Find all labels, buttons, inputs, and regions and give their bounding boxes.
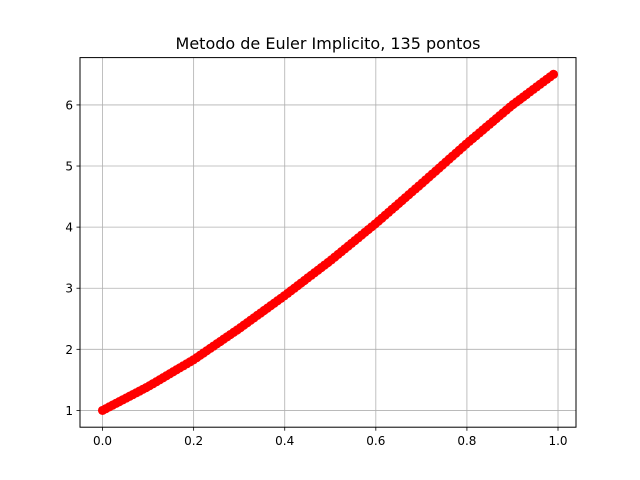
data-points <box>97 69 559 416</box>
y-tick-label: 6 <box>65 98 73 112</box>
y-axis: 1 2 3 4 5 6 <box>65 98 80 418</box>
y-tick-label: 4 <box>65 221 73 235</box>
y-tick-label: 5 <box>65 160 73 174</box>
x-tick-label: 0.6 <box>366 434 385 448</box>
y-tick-label: 1 <box>65 404 73 418</box>
x-tick-label: 0.4 <box>275 434 294 448</box>
x-tick-label: 0.0 <box>93 434 112 448</box>
y-tick-label: 3 <box>65 282 73 296</box>
data-point <box>548 69 559 79</box>
x-axis: 0.0 0.2 0.4 0.6 0.8 1.0 <box>93 427 568 448</box>
grid <box>80 57 576 428</box>
chart-title: Metodo de Euler Implicito, 135 pontos <box>176 34 481 53</box>
y-tick-label: 2 <box>65 343 73 357</box>
x-tick-label: 1.0 <box>548 434 567 448</box>
plot-frame <box>79 57 577 428</box>
x-tick-label: 0.2 <box>184 434 203 448</box>
x-tick-label: 0.8 <box>457 434 476 448</box>
